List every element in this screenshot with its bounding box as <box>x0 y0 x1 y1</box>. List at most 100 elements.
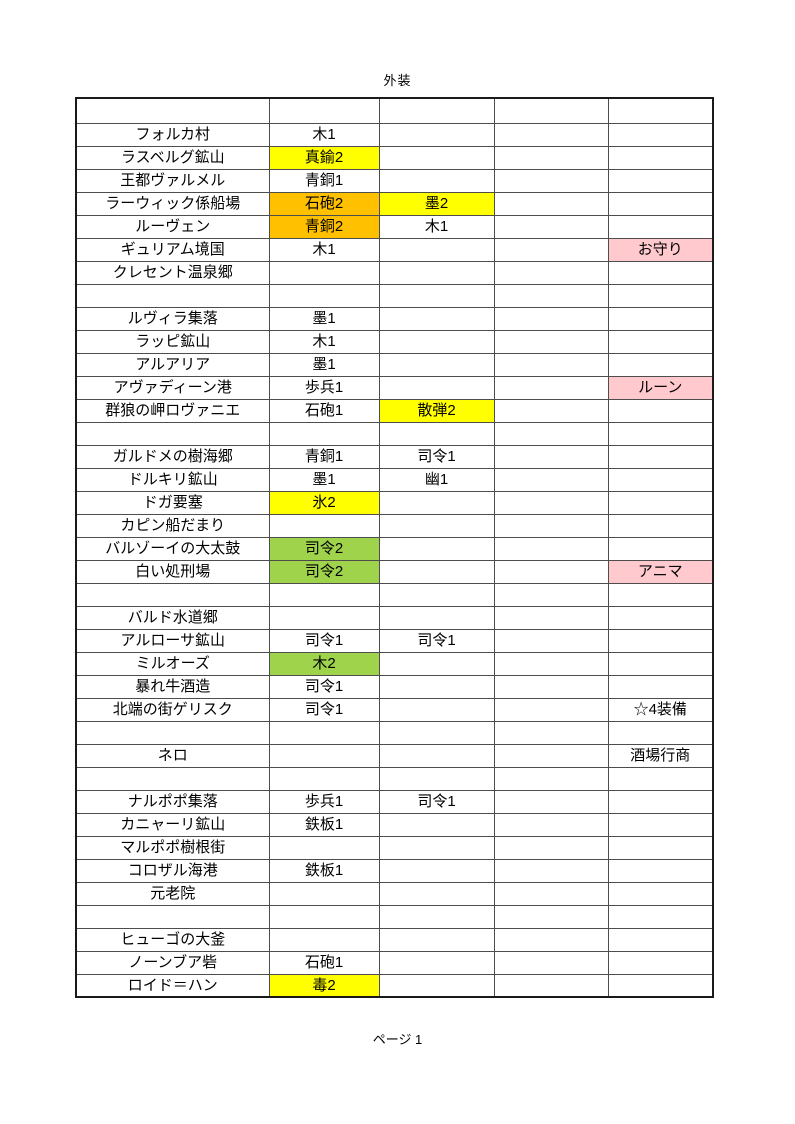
table-row: マルポポ樹根街 <box>75 835 714 860</box>
cell-note <box>607 191 714 216</box>
table-row: コロザル海港 鉄板1 <box>75 858 714 883</box>
cell-item1: 鉄板1 <box>268 858 380 883</box>
cell-item1 <box>268 421 380 446</box>
cell-spacer <box>493 973 609 998</box>
cell-note <box>607 720 714 745</box>
cell-item2: 幽1 <box>378 467 495 492</box>
cell-item2 <box>378 950 495 975</box>
cell-item1: 司令2 <box>268 536 380 561</box>
cell-spacer <box>493 881 609 906</box>
cell-location: アルアリア <box>75 352 270 377</box>
table-row: ラーウィック係船場 石砲2 墨2 <box>75 191 714 216</box>
table-row <box>75 421 714 446</box>
cell-location: 王都ヴァルメル <box>75 168 270 193</box>
cell-spacer <box>493 559 609 584</box>
cell-note <box>607 904 714 929</box>
cell-location: 白い処刑場 <box>75 559 270 584</box>
cell-note <box>607 812 714 837</box>
cell-item1: 木2 <box>268 651 380 676</box>
table-row: 北端の街ゲリスク 司令1 ☆4装備 <box>75 697 714 722</box>
cell-item1: 歩兵1 <box>268 375 380 400</box>
table-row <box>75 720 714 745</box>
cell-spacer <box>493 927 609 952</box>
cell-item1 <box>268 260 380 285</box>
cell-item2 <box>378 674 495 699</box>
cell-item2 <box>378 513 495 538</box>
cell-note <box>607 973 714 998</box>
cell-location <box>75 766 270 791</box>
table-row: クレセント温泉郷 <box>75 260 714 285</box>
cell-spacer <box>493 421 609 446</box>
cell-location <box>75 720 270 745</box>
cell-spacer <box>493 582 609 607</box>
cell-spacer <box>493 651 609 676</box>
cell-item1: 石砲1 <box>268 398 380 423</box>
cell-item1: 墨1 <box>268 352 380 377</box>
cell-note <box>607 605 714 630</box>
table-row: カピン船だまり <box>75 513 714 538</box>
cell-item2 <box>378 122 495 147</box>
cell-location: 群狼の岬ロヴァニエ <box>75 398 270 423</box>
cell-spacer <box>493 375 609 400</box>
cell-note <box>607 421 714 446</box>
cell-location: カニャーリ鉱山 <box>75 812 270 837</box>
cell-note <box>607 881 714 906</box>
cell-item2 <box>378 858 495 883</box>
cell-location <box>75 582 270 607</box>
cell-note <box>607 97 714 124</box>
cell-note <box>607 950 714 975</box>
cell-item1: 墨1 <box>268 467 380 492</box>
cell-item2 <box>378 927 495 952</box>
cell-item2 <box>378 720 495 745</box>
table-row: アルアリア 墨1 <box>75 352 714 377</box>
table-row: ネロ 酒場行商 <box>75 743 714 768</box>
cell-item1: 石砲2 <box>268 191 380 216</box>
table-row: 群狼の岬ロヴァニエ 石砲1 散弾2 <box>75 398 714 423</box>
cell-note <box>607 214 714 239</box>
cell-spacer <box>493 444 609 469</box>
table-row: ドルキリ鉱山 墨1 幽1 <box>75 467 714 492</box>
cell-note <box>607 283 714 308</box>
table-row <box>75 283 714 308</box>
cell-item1 <box>268 904 380 929</box>
table-body: フォルカ村 木1 ラスベルグ鉱山 真鍮2 王都ヴァルメル 青銅1 ラーウィック係船場 石砲2 墨… <box>75 97 714 998</box>
cell-spacer <box>493 329 609 354</box>
cell-spacer <box>493 283 609 308</box>
cell-item1 <box>268 582 380 607</box>
cell-spacer <box>493 467 609 492</box>
cell-location: コロザル海港 <box>75 858 270 883</box>
cell-spacer <box>493 743 609 768</box>
cell-note <box>607 352 714 377</box>
cell-location <box>75 97 270 124</box>
cell-spacer <box>493 352 609 377</box>
table-row: ルヴィラ集落 墨1 <box>75 306 714 331</box>
cell-item1 <box>268 605 380 630</box>
cell-location: カピン船だまり <box>75 513 270 538</box>
table-row: ラスベルグ鉱山 真鍮2 <box>75 145 714 170</box>
cell-spacer <box>493 490 609 515</box>
cell-note <box>607 490 714 515</box>
cell-item1: 氷2 <box>268 490 380 515</box>
cell-item2 <box>378 421 495 446</box>
cell-item2 <box>378 97 495 124</box>
cell-item1 <box>268 283 380 308</box>
table-row: ルーヴェン 青銅2 木1 <box>75 214 714 239</box>
cell-location: ミルオーズ <box>75 651 270 676</box>
cell-spacer <box>493 97 609 124</box>
table-row <box>75 97 714 124</box>
cell-item1: 鉄板1 <box>268 812 380 837</box>
cell-note <box>607 789 714 814</box>
page-title: 外装 <box>383 73 412 88</box>
cell-item2: 木1 <box>378 214 495 239</box>
table-row <box>75 766 714 791</box>
cell-location: ルーヴェン <box>75 214 270 239</box>
cell-item1: 木1 <box>268 237 380 262</box>
table-row: 元老院 <box>75 881 714 906</box>
table-row: フォルカ村 木1 <box>75 122 714 147</box>
table-row: ヒューゴの大釜 <box>75 927 714 952</box>
cell-location: 元老院 <box>75 881 270 906</box>
table-row: ラッピ鉱山 木1 <box>75 329 714 354</box>
table-row: 王都ヴァルメル 青銅1 <box>75 168 714 193</box>
cell-item2 <box>378 375 495 400</box>
table-row: 白い処刑場 司令2 アニマ <box>75 559 714 584</box>
